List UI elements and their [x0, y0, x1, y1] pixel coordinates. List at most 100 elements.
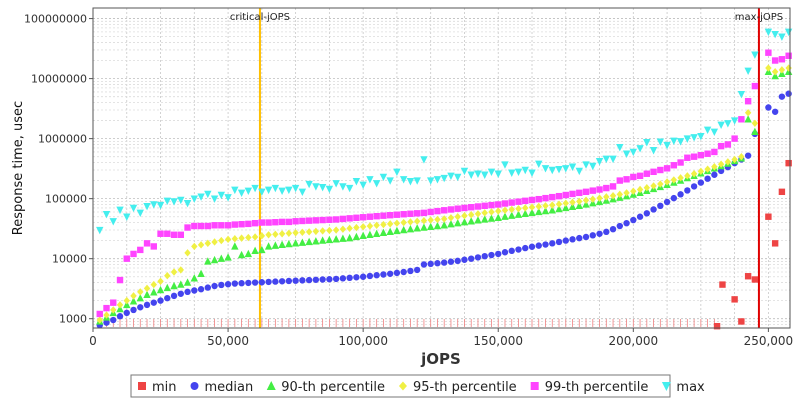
- data-point: [575, 167, 583, 176]
- data-point: [562, 203, 570, 212]
- data-point: [352, 178, 361, 186]
- data-point: [251, 279, 259, 286]
- data-point: [481, 215, 489, 223]
- data-point: [157, 277, 164, 285]
- data-point: [332, 235, 340, 243]
- data-point: [177, 266, 185, 274]
- data-point: [670, 162, 678, 169]
- data-point: [704, 175, 711, 182]
- data-point: [426, 177, 435, 185]
- data-point: [771, 71, 779, 80]
- data-point: [616, 177, 624, 184]
- data-point: [285, 277, 293, 285]
- data-point: [190, 195, 199, 203]
- data-point: [325, 185, 334, 194]
- data-point: [650, 206, 657, 213]
- data-point: [231, 280, 239, 287]
- data-point: [407, 267, 414, 275]
- data-point: [481, 209, 488, 217]
- data-point: [326, 276, 333, 283]
- reference-line-label: max-jOPS: [735, 12, 783, 23]
- data-point: [110, 316, 117, 324]
- data-point: [150, 280, 157, 289]
- data-point: [123, 296, 130, 305]
- data-point: [312, 276, 320, 283]
- data-point: [184, 224, 191, 231]
- data-point: [190, 274, 199, 282]
- data-point: [156, 285, 165, 294]
- data-point: [711, 171, 718, 178]
- data-point: [265, 278, 272, 286]
- data-point: [744, 98, 752, 105]
- data-point: [589, 162, 597, 171]
- data-point: [684, 172, 691, 180]
- series-median: [96, 90, 792, 329]
- data-point: [204, 284, 212, 291]
- data-point: [170, 231, 178, 238]
- data-point: [657, 202, 664, 210]
- data-point: [352, 232, 361, 241]
- legend-label: max: [676, 380, 705, 395]
- data-point: [427, 260, 434, 268]
- data-point: [494, 170, 502, 178]
- data-point: [211, 282, 218, 290]
- data-point: [582, 188, 590, 196]
- data-point: [102, 211, 111, 219]
- data-point: [535, 160, 543, 169]
- data-point: [373, 221, 380, 229]
- data-point: [717, 160, 725, 168]
- data-point: [413, 210, 421, 217]
- data-point: [137, 304, 144, 311]
- data-point: [366, 272, 374, 280]
- data-point: [325, 235, 334, 244]
- data-point: [96, 316, 103, 324]
- data-point: [522, 244, 529, 252]
- data-point: [359, 231, 367, 240]
- data-point: [542, 202, 549, 210]
- data-point: [406, 178, 415, 186]
- data-point: [690, 170, 698, 178]
- data-point: [778, 33, 786, 41]
- data-point: [514, 210, 523, 218]
- data-point: [346, 224, 353, 233]
- data-point: [481, 252, 488, 260]
- data-point: [495, 250, 502, 258]
- data-point: [778, 56, 786, 63]
- data-point: [589, 195, 596, 203]
- data-point: [663, 141, 671, 150]
- x-axis-title: jOPS: [420, 350, 461, 368]
- data-point: [345, 184, 354, 193]
- data-point: [724, 141, 732, 148]
- data-point: [623, 189, 630, 197]
- data-point: [501, 206, 509, 214]
- data-point: [393, 219, 401, 227]
- data-point: [420, 216, 428, 225]
- data-point: [724, 158, 732, 166]
- data-point: [549, 240, 556, 247]
- data-point: [454, 213, 461, 221]
- data-point: [447, 220, 455, 228]
- data-point: [407, 210, 414, 217]
- data-point: [555, 200, 563, 208]
- data-point: [738, 152, 745, 161]
- data-point: [183, 278, 192, 286]
- data-point: [434, 207, 441, 215]
- data-point: [474, 203, 482, 210]
- data-point: [602, 155, 610, 164]
- series-90-th-percentile: [96, 67, 793, 325]
- data-point: [251, 246, 259, 255]
- data-point: [129, 204, 138, 213]
- data-point: [784, 28, 793, 37]
- data-point: [245, 220, 252, 228]
- data-point: [420, 223, 428, 231]
- data-point: [568, 163, 577, 171]
- data-point: [643, 210, 651, 217]
- data-point: [650, 182, 657, 190]
- data-point: [373, 272, 380, 279]
- data-point: [710, 128, 719, 136]
- y-tick-label: 1000000: [38, 133, 87, 146]
- data-point: [744, 152, 752, 159]
- data-point: [326, 226, 333, 235]
- data-point: [474, 170, 482, 178]
